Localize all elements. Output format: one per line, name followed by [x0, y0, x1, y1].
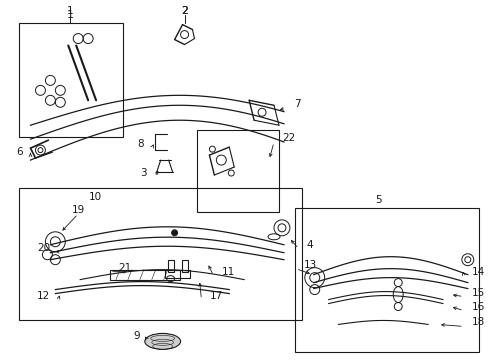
Text: 12: 12: [37, 291, 50, 301]
Text: 2: 2: [181, 6, 188, 15]
Text: 11: 11: [221, 267, 234, 276]
Bar: [197, 130, 278, 212]
Text: 18: 18: [471, 318, 484, 328]
Text: 17: 17: [209, 291, 222, 301]
Text: 22: 22: [282, 133, 295, 143]
Text: 3: 3: [140, 168, 146, 178]
Text: 13: 13: [303, 260, 316, 270]
Text: 1: 1: [67, 6, 73, 15]
Bar: [167, 260, 173, 272]
Ellipse shape: [144, 333, 180, 349]
Text: 9: 9: [133, 332, 140, 341]
Bar: [294, 208, 478, 352]
Text: 16: 16: [471, 302, 484, 311]
Text: 19: 19: [71, 205, 84, 215]
Text: 1: 1: [67, 10, 74, 20]
Text: 8: 8: [137, 139, 143, 149]
Text: 10: 10: [88, 192, 102, 202]
Bar: [181, 260, 187, 272]
Text: 6: 6: [16, 147, 22, 157]
Text: 2: 2: [181, 6, 187, 15]
Bar: [19, 188, 301, 320]
Text: 14: 14: [471, 267, 484, 276]
Bar: [19, 23, 122, 137]
Circle shape: [171, 230, 177, 236]
Text: 21: 21: [118, 263, 131, 273]
Bar: [164, 270, 189, 278]
Text: 7: 7: [293, 99, 300, 109]
Text: 5: 5: [374, 195, 381, 205]
Text: 4: 4: [306, 240, 313, 250]
Text: 15: 15: [471, 288, 484, 298]
Text: 20: 20: [37, 243, 50, 253]
Bar: [110, 270, 179, 280]
